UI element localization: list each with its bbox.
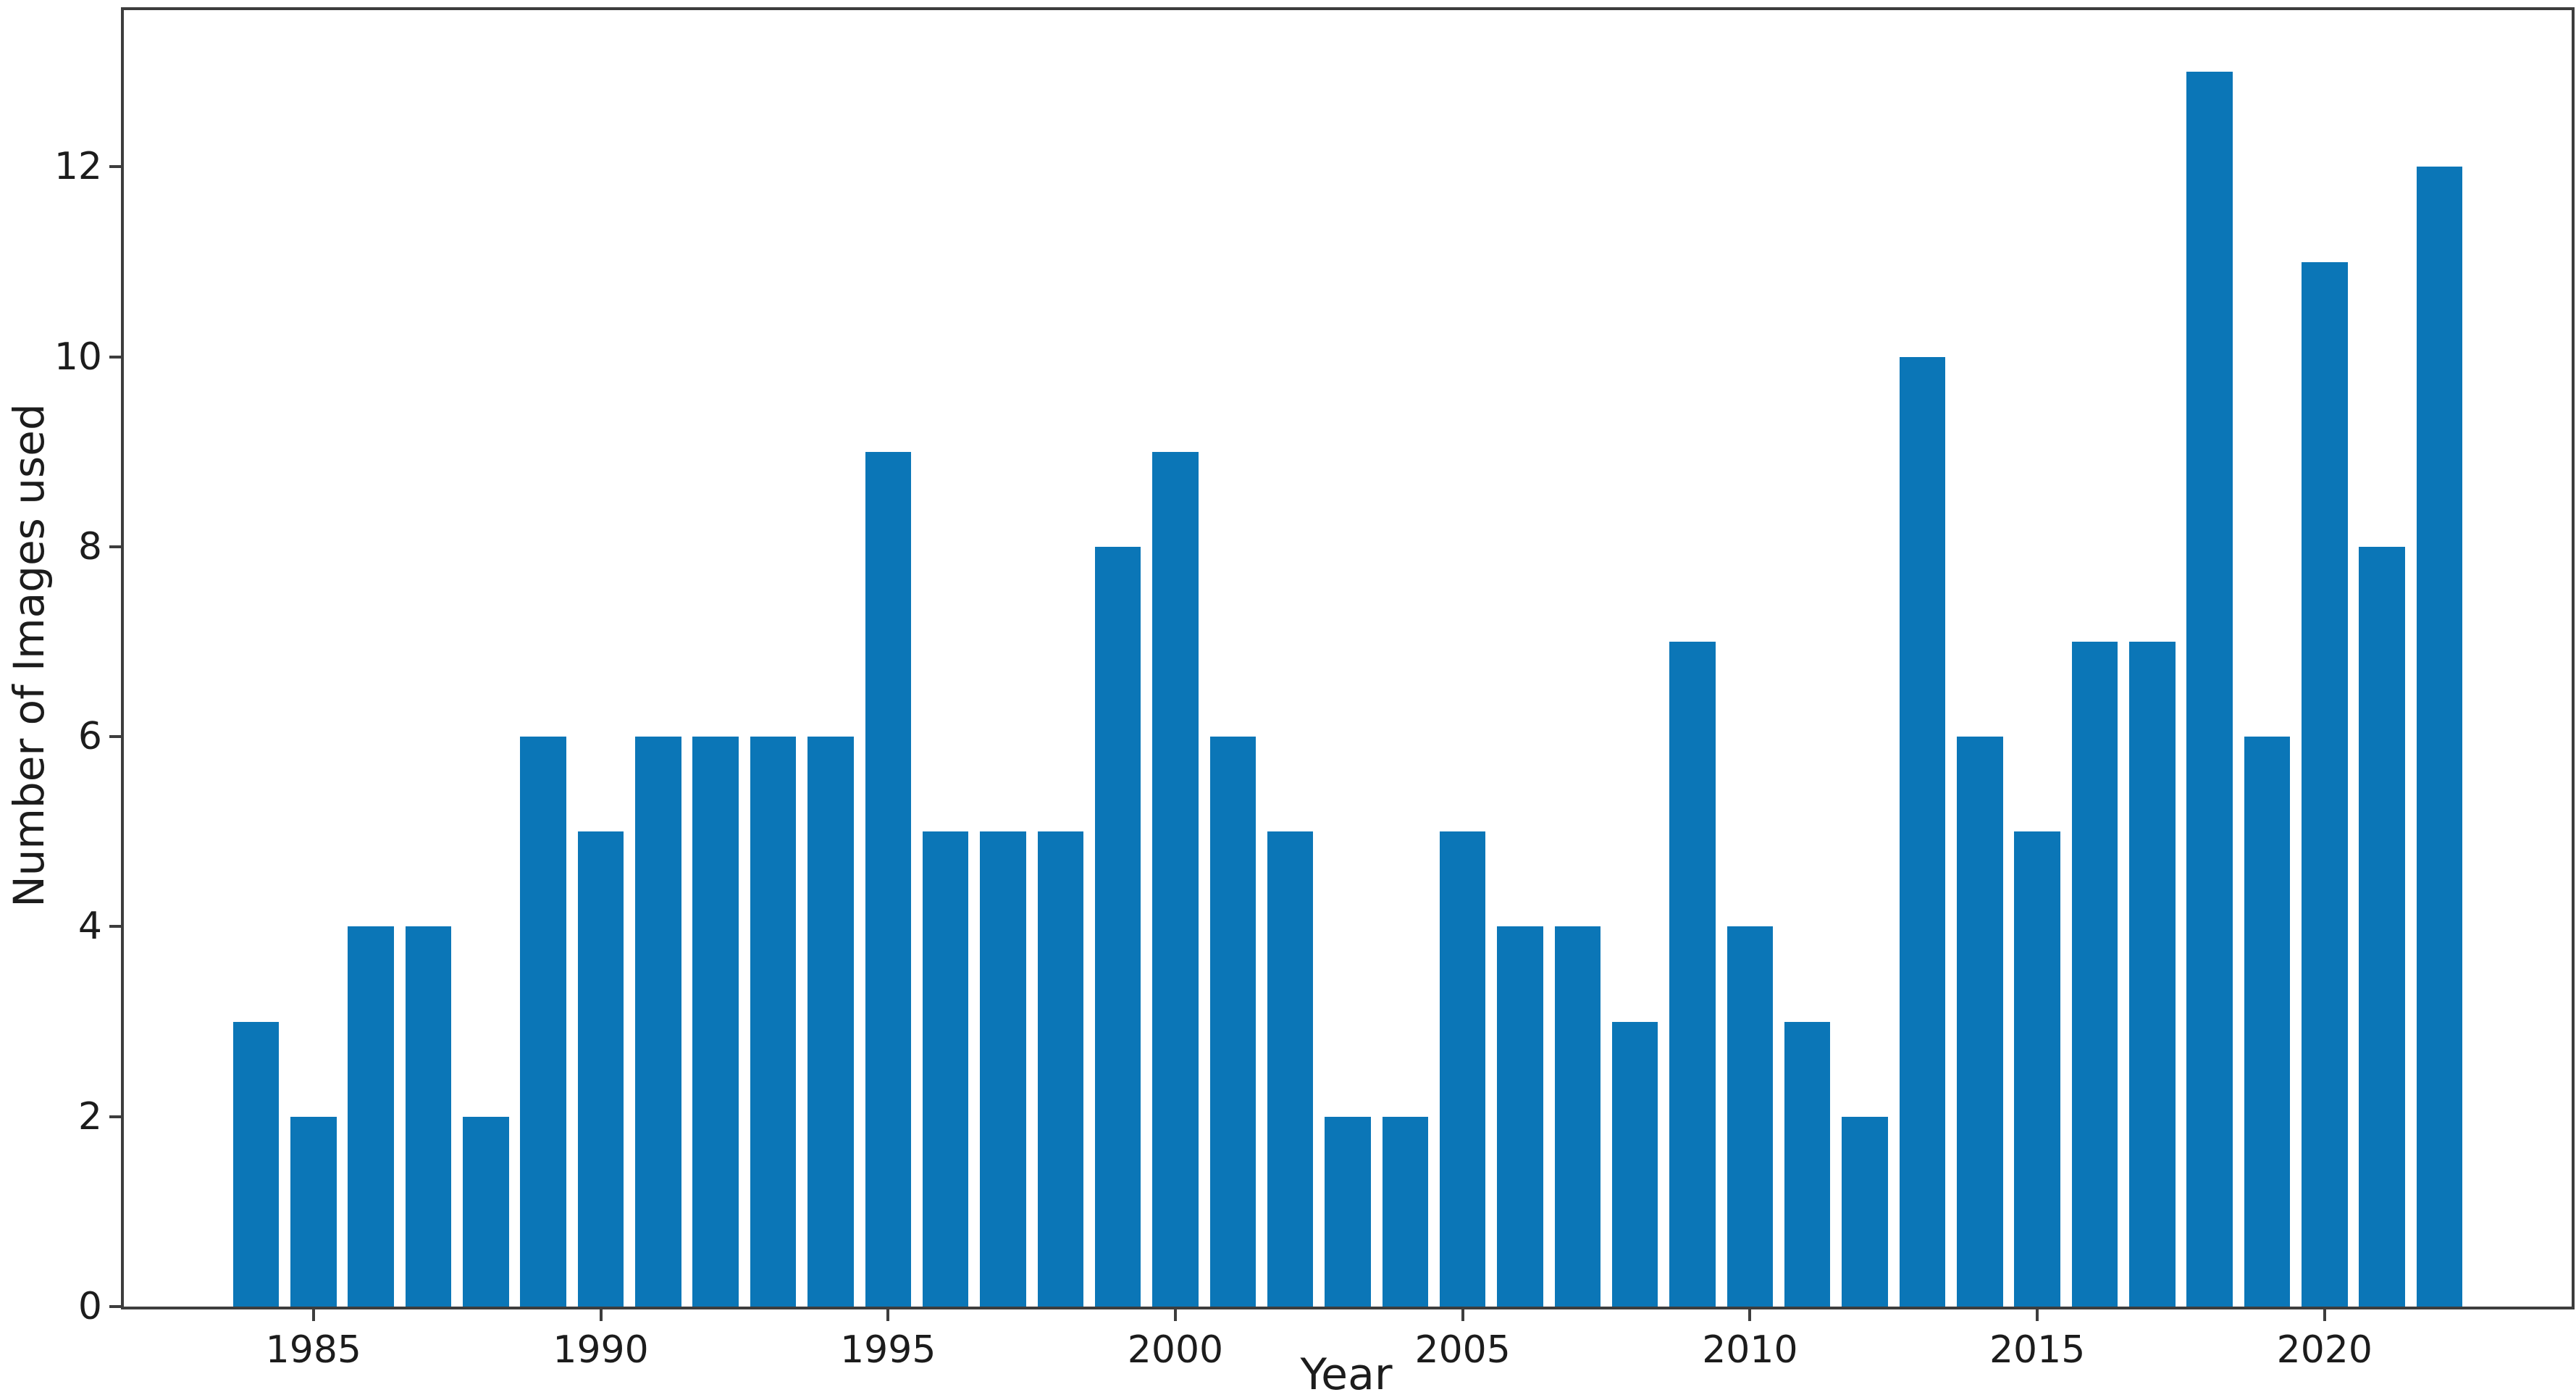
bar-2009 — [1669, 642, 1716, 1307]
bar-2012 — [1842, 1116, 1888, 1307]
y-tick-mark — [109, 1115, 121, 1118]
bar-1996 — [922, 831, 969, 1307]
bar-1990 — [577, 831, 624, 1307]
x-axis-label: Year — [1300, 1349, 1393, 1400]
bar-2004 — [1382, 1116, 1429, 1307]
x-tick-mark — [1173, 1309, 1177, 1321]
bar-1995 — [865, 451, 911, 1307]
y-tick-mark — [109, 735, 121, 739]
bar-1989 — [520, 737, 566, 1307]
x-tick-mark — [2323, 1309, 2326, 1321]
x-tick-label: 2015 — [1989, 1328, 2086, 1372]
y-tick-label: 8 — [77, 524, 102, 569]
y-tick-mark — [109, 545, 121, 548]
bar-1987 — [405, 926, 452, 1307]
bar-1993 — [750, 737, 797, 1307]
y-tick-label: 0 — [77, 1285, 102, 1328]
bar-1999 — [1094, 546, 1141, 1307]
bar-2018 — [2186, 72, 2233, 1307]
bar-2000 — [1152, 451, 1199, 1307]
y-tick-label: 6 — [77, 715, 102, 759]
bar-2013 — [1899, 356, 1946, 1307]
x-tick-label: 1985 — [265, 1328, 361, 1372]
y-tick-label: 2 — [77, 1094, 102, 1139]
bar-1994 — [807, 737, 854, 1307]
y-tick-mark — [109, 355, 121, 359]
bar-2014 — [1957, 737, 2003, 1307]
bar-2001 — [1209, 737, 1256, 1307]
bar-1984 — [232, 1021, 280, 1307]
x-tick-label: 1990 — [553, 1328, 649, 1372]
x-tick-mark — [1748, 1309, 1752, 1321]
x-tick-mark — [2036, 1309, 2039, 1321]
bar-1985 — [290, 1116, 337, 1307]
bar-2003 — [1325, 1116, 1371, 1307]
bar-2015 — [2014, 831, 2060, 1307]
bar-2011 — [1784, 1021, 1831, 1307]
bar-2007 — [1554, 926, 1601, 1307]
bar-2008 — [1611, 1021, 1658, 1307]
bar-2005 — [1439, 831, 1486, 1307]
y-tick-mark — [109, 925, 121, 929]
bar-2020 — [2302, 261, 2348, 1307]
bar-1986 — [348, 926, 394, 1307]
x-tick-label: 2000 — [1127, 1328, 1224, 1372]
plot-area — [121, 7, 2575, 1309]
x-tick-mark — [311, 1309, 315, 1321]
bar-2017 — [2129, 642, 2176, 1307]
x-tick-mark — [599, 1309, 603, 1321]
bar-2022 — [2416, 167, 2463, 1307]
y-axis-label: Number of Images used — [4, 403, 54, 908]
x-tick-label: 2020 — [2276, 1328, 2372, 1372]
x-tick-label: 2005 — [1414, 1328, 1511, 1372]
bar-1991 — [635, 737, 681, 1307]
x-tick-mark — [1461, 1309, 1464, 1321]
x-tick-label: 1995 — [840, 1328, 936, 1372]
bar-1997 — [980, 831, 1026, 1307]
bars-container — [124, 10, 2572, 1307]
bar-2019 — [2244, 737, 2291, 1307]
y-tick-label: 12 — [54, 145, 102, 189]
y-tick-label: 4 — [77, 905, 102, 949]
bar-2006 — [1497, 926, 1543, 1307]
bar-2021 — [2359, 546, 2405, 1307]
x-tick-label: 2010 — [1702, 1328, 1798, 1372]
y-tick-label: 10 — [54, 335, 102, 379]
bar-1992 — [692, 737, 739, 1307]
x-tick-mark — [886, 1309, 890, 1321]
bar-2016 — [2071, 642, 2118, 1307]
bar-2002 — [1267, 831, 1314, 1307]
y-tick-mark — [109, 1305, 121, 1308]
y-tick-mark — [109, 165, 121, 169]
bar-1988 — [463, 1116, 509, 1307]
bar-1998 — [1037, 831, 1084, 1307]
bar-2010 — [1727, 926, 1774, 1307]
